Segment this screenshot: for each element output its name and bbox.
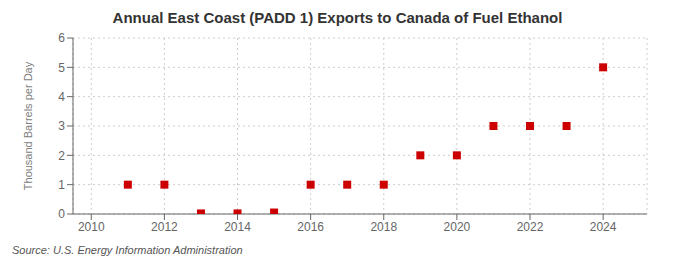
html-text:Annual East Coast (PADD 1) Exp: Annual East Coast (PADD 1) Exports to Ca… (112, 9, 563, 26)
svg-text:2020: 2020 (444, 220, 471, 234)
html-text:Source: U.S. Energy Informatio: Source: U.S. Energy Information Administ… (12, 244, 243, 256)
svg-text:5: 5 (58, 61, 65, 75)
svg-text:2024: 2024 (590, 220, 617, 234)
svg-text:6: 6 (58, 31, 65, 45)
svg-text:0: 0 (58, 207, 65, 221)
svg-text:4: 4 (58, 90, 65, 104)
svg-text:3: 3 (58, 119, 65, 133)
svg-text:2010: 2010 (78, 220, 105, 234)
svg-text:2014: 2014 (224, 220, 251, 234)
svg-text:2022: 2022 (517, 220, 544, 234)
svg-text:2012: 2012 (151, 220, 178, 234)
svg-text:2: 2 (58, 149, 65, 163)
svg-text:Thousand Barrels per Day: Thousand Barrels per Day (22, 61, 34, 190)
svg-text:1: 1 (58, 178, 65, 192)
svg-text:2016: 2016 (297, 220, 324, 234)
svg-text:2018: 2018 (370, 220, 397, 234)
